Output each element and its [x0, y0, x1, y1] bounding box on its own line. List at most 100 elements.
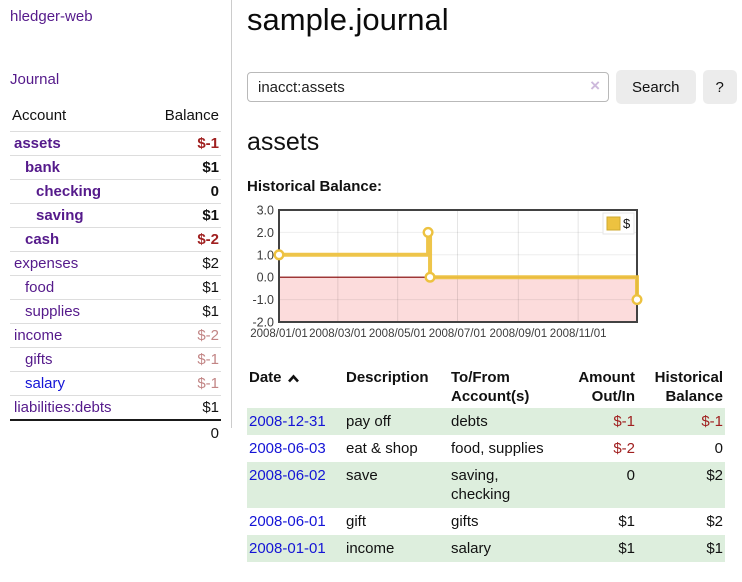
register-row: 2008-12-31 pay off debts $-1 $-1	[247, 408, 725, 435]
svg-text:2008/07/01: 2008/07/01	[429, 328, 487, 340]
register-header-amount: Amount Out/In	[578, 369, 635, 405]
search-form: × Search ?	[247, 70, 737, 104]
account-row: food $1	[10, 275, 221, 300]
account-link[interactable]: assets	[14, 135, 61, 152]
transaction-accounts: saving, checking	[449, 462, 561, 508]
date-header-label: Date	[249, 369, 282, 386]
svg-text:3.0: 3.0	[257, 204, 274, 218]
account-row: cash $-2	[10, 227, 221, 252]
accounts-header-account: Account	[12, 107, 67, 124]
transaction-date-link[interactable]: 2008-06-02	[249, 467, 326, 484]
account-link[interactable]: gifts	[25, 351, 53, 368]
main-content: sample.journal × Search ? assets Histori…	[232, 0, 742, 562]
account-row: checking 0	[10, 179, 221, 204]
register-table: Date Description To/From Account(s) Amou…	[247, 366, 725, 562]
account-row: salary $-1	[10, 371, 221, 396]
account-row: income $-2	[10, 323, 221, 348]
account-row: supplies $1	[10, 299, 221, 324]
accounts-header-balance: Balance	[164, 107, 219, 124]
sort-ascending-icon	[287, 374, 299, 383]
account-link[interactable]: checking	[36, 183, 102, 200]
account-link[interactable]: salary	[25, 375, 66, 392]
account-row: liabilities:debts $1	[10, 395, 221, 420]
svg-text:0.0: 0.0	[257, 271, 274, 285]
transaction-description: gift	[346, 513, 367, 530]
transaction-amount: 0	[561, 462, 637, 508]
svg-text:2008/09/01: 2008/09/01	[490, 328, 548, 340]
account-balance: $1	[144, 203, 221, 228]
transaction-balance: $1	[637, 535, 725, 562]
account-link[interactable]: cash	[25, 231, 60, 248]
page-title: sample.journal	[247, 2, 449, 37]
spacer	[10, 419, 145, 446]
svg-text:-1.0: -1.0	[252, 293, 274, 307]
account-balance: $-2	[144, 323, 221, 348]
account-balance: $1	[144, 299, 221, 324]
account-balance: $-1	[144, 347, 221, 372]
app-title-link[interactable]: hledger-web	[10, 8, 93, 25]
sidebar: hledger-web Journal Account Balance asse…	[0, 0, 232, 446]
account-row: expenses $2	[10, 251, 221, 276]
account-title: assets	[247, 128, 320, 156]
transaction-balance: $2	[637, 462, 725, 508]
svg-text:2008/11/01: 2008/11/01	[550, 328, 607, 340]
transaction-balance: $-1	[637, 408, 725, 435]
account-balance: $2	[144, 251, 221, 276]
register-tbody: 2008-12-31 pay off debts $-1 $-1 2008-06-03 ea…	[247, 408, 725, 562]
account-balance: $1	[144, 155, 221, 180]
account-balance: $-1	[144, 371, 221, 396]
chart-title: Historical Balance:	[247, 178, 383, 195]
account-link[interactable]: income	[14, 327, 63, 344]
svg-text:-2.0: -2.0	[252, 316, 274, 330]
account-link[interactable]: liabilities:debts	[14, 399, 112, 416]
transaction-date-link[interactable]: 2008-01-01	[249, 540, 326, 557]
svg-text:2008/01/01: 2008/01/01	[250, 328, 308, 340]
account-balance: $-2	[144, 227, 221, 252]
account-row: assets $-1	[10, 131, 221, 156]
accounts-tbody: assets $-1 bank $1 checking 0 saving $1 cash $-2 e…	[10, 131, 221, 420]
svg-text:1.0: 1.0	[257, 248, 274, 262]
accounts-header-row: Account Balance	[10, 105, 221, 132]
register-header-row: Date Description To/From Account(s) Amou…	[247, 366, 725, 408]
register-row: 2008-01-01 income salary $1 $1	[247, 535, 725, 562]
accounts-total-row: 0	[10, 419, 221, 446]
transaction-amount: $-1	[561, 408, 637, 435]
account-balance: $1	[144, 275, 221, 300]
svg-text:2.0: 2.0	[257, 226, 274, 240]
account-link[interactable]: bank	[25, 159, 61, 176]
transaction-balance: 0	[714, 440, 723, 457]
transaction-amount: $1	[561, 535, 637, 562]
register-header-description: Description	[346, 369, 429, 386]
register-row: 2008-06-02 save saving, checking 0 $2	[247, 462, 725, 508]
transaction-amount: $-2	[613, 440, 635, 457]
transaction-amount: $1	[618, 513, 635, 530]
transaction-date-link[interactable]: 2008-12-31	[249, 413, 326, 430]
account-row: gifts $-1	[10, 347, 221, 372]
transaction-date-link[interactable]: 2008-06-01	[249, 513, 326, 530]
account-link[interactable]: food	[25, 279, 55, 296]
help-button[interactable]: ?	[702, 70, 737, 104]
search-wrap: ×	[247, 72, 609, 102]
search-input[interactable]	[247, 72, 609, 102]
account-row: bank $1	[10, 155, 221, 180]
journal-link[interactable]: Journal	[10, 71, 60, 88]
app-layout: hledger-web Journal Account Balance asse…	[0, 0, 742, 562]
account-link[interactable]: expenses	[14, 255, 79, 272]
svg-text:$: $	[623, 216, 631, 231]
register-row: 2008-06-01 gift gifts $1 $2	[247, 508, 725, 535]
search-button[interactable]: Search	[616, 70, 696, 104]
svg-text:2008/05/01: 2008/05/01	[369, 328, 427, 340]
account-link[interactable]: supplies	[25, 303, 81, 320]
account-link[interactable]: saving	[36, 207, 84, 224]
account-balance: $-1	[144, 131, 221, 156]
transaction-description: eat & shop	[346, 440, 418, 457]
account-row: saving $1	[10, 203, 221, 228]
register-header-accounts: To/From Account(s)	[451, 369, 530, 405]
transaction-accounts: food, supplies	[451, 440, 544, 457]
register-header-date[interactable]: Date	[247, 366, 344, 408]
clear-search-icon[interactable]: ×	[590, 76, 600, 95]
accounts-table: Account Balance assets $-1 bank $1 checking 0…	[10, 105, 221, 446]
transaction-accounts: gifts	[451, 513, 479, 530]
accounts-total: 0	[144, 419, 221, 446]
transaction-date-link[interactable]: 2008-06-03	[249, 440, 326, 457]
